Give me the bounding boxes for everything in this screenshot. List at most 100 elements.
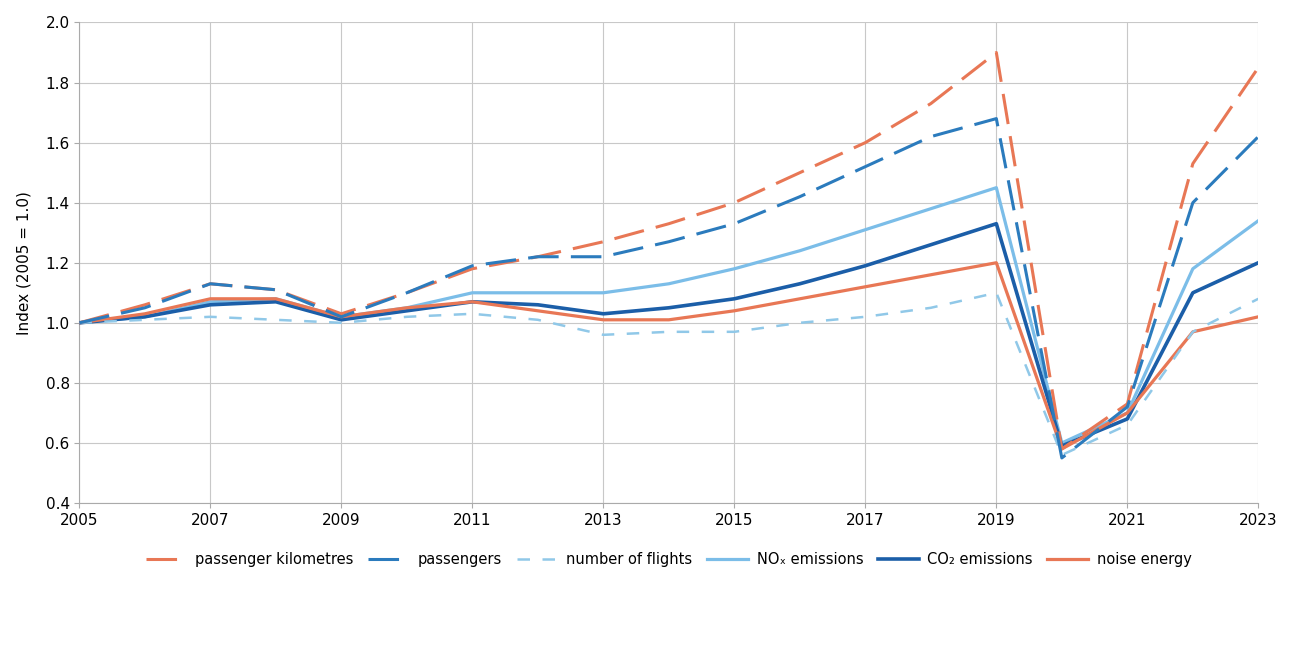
passengers — [136, 304, 152, 312]
passenger kilometres — [1119, 400, 1135, 408]
passengers — [923, 133, 939, 141]
noise energy — [858, 283, 874, 291]
passenger kilometres — [530, 253, 546, 260]
passengers — [660, 238, 676, 245]
Line: number of flights: number of flights — [79, 293, 1258, 455]
passengers — [1251, 133, 1266, 141]
passenger kilometres — [1054, 445, 1070, 453]
passengers — [1054, 454, 1070, 462]
NOₓ emissions — [136, 313, 152, 321]
Line: noise energy: noise energy — [79, 263, 1258, 449]
passengers — [334, 313, 350, 321]
passenger kilometres — [595, 238, 611, 245]
Line: NOₓ emissions: NOₓ emissions — [79, 187, 1258, 443]
NOₓ emissions — [923, 205, 939, 213]
noise energy — [1119, 409, 1135, 417]
CO₂ emissions — [595, 310, 611, 318]
Line: passenger kilometres: passenger kilometres — [79, 53, 1258, 449]
noise energy — [72, 319, 87, 327]
number of flights — [72, 319, 87, 327]
noise energy — [136, 310, 152, 318]
noise energy — [1054, 445, 1070, 453]
CO₂ emissions — [923, 241, 939, 249]
NOₓ emissions — [72, 319, 87, 327]
number of flights — [595, 331, 611, 339]
passenger kilometres — [399, 289, 415, 297]
noise energy — [399, 304, 415, 312]
passenger kilometres — [464, 265, 480, 273]
passenger kilometres — [334, 310, 350, 318]
noise energy — [727, 307, 742, 314]
number of flights — [464, 310, 480, 318]
passenger kilometres — [136, 301, 152, 309]
number of flights — [727, 328, 742, 336]
passenger kilometres — [923, 100, 939, 107]
CO₂ emissions — [203, 301, 218, 309]
passenger kilometres — [988, 49, 1004, 57]
number of flights — [334, 319, 350, 327]
passengers — [399, 289, 415, 297]
number of flights — [530, 316, 546, 324]
passenger kilometres — [268, 286, 283, 294]
number of flights — [399, 313, 415, 321]
noise energy — [530, 307, 546, 314]
NOₓ emissions — [1119, 409, 1135, 417]
passengers — [464, 262, 480, 270]
noise energy — [1251, 313, 1266, 321]
number of flights — [988, 289, 1004, 297]
NOₓ emissions — [399, 304, 415, 312]
number of flights — [136, 316, 152, 324]
CO₂ emissions — [72, 319, 87, 327]
noise energy — [464, 298, 480, 306]
CO₂ emissions — [1251, 259, 1266, 267]
NOₓ emissions — [1251, 217, 1266, 225]
NOₓ emissions — [727, 265, 742, 273]
number of flights — [792, 319, 807, 327]
CO₂ emissions — [530, 301, 546, 309]
passengers — [858, 163, 874, 171]
NOₓ emissions — [530, 289, 546, 297]
number of flights — [660, 328, 676, 336]
noise energy — [923, 271, 939, 279]
CO₂ emissions — [1119, 415, 1135, 422]
passengers — [268, 286, 283, 294]
Legend: passenger kilometres, passengers, number of flights, NOₓ emissions, CO₂ emission: passenger kilometres, passengers, number… — [140, 546, 1197, 573]
CO₂ emissions — [334, 316, 350, 324]
passenger kilometres — [792, 169, 807, 176]
passengers — [1119, 403, 1135, 411]
number of flights — [203, 313, 218, 321]
passengers — [203, 280, 218, 288]
number of flights — [1119, 421, 1135, 429]
Y-axis label: Index (2005 = 1.0): Index (2005 = 1.0) — [17, 191, 31, 335]
passengers — [72, 319, 87, 327]
Line: CO₂ emissions: CO₂ emissions — [79, 224, 1258, 446]
CO₂ emissions — [660, 304, 676, 312]
NOₓ emissions — [1054, 439, 1070, 447]
NOₓ emissions — [203, 298, 218, 306]
NOₓ emissions — [792, 247, 807, 255]
passenger kilometres — [727, 199, 742, 206]
NOₓ emissions — [858, 226, 874, 234]
passengers — [595, 253, 611, 260]
passenger kilometres — [72, 319, 87, 327]
passenger kilometres — [1186, 159, 1201, 167]
number of flights — [1186, 328, 1201, 336]
CO₂ emissions — [268, 298, 283, 306]
noise energy — [792, 295, 807, 303]
CO₂ emissions — [727, 295, 742, 303]
number of flights — [1054, 451, 1070, 459]
CO₂ emissions — [464, 298, 480, 306]
NOₓ emissions — [334, 313, 350, 321]
passenger kilometres — [203, 280, 218, 288]
Line: passengers: passengers — [79, 118, 1258, 458]
noise energy — [595, 316, 611, 324]
passengers — [1186, 199, 1201, 206]
noise energy — [203, 295, 218, 303]
noise energy — [988, 259, 1004, 267]
noise energy — [334, 313, 350, 321]
number of flights — [923, 304, 939, 312]
NOₓ emissions — [1186, 265, 1201, 273]
CO₂ emissions — [136, 313, 152, 321]
passenger kilometres — [660, 220, 676, 228]
passengers — [988, 115, 1004, 122]
